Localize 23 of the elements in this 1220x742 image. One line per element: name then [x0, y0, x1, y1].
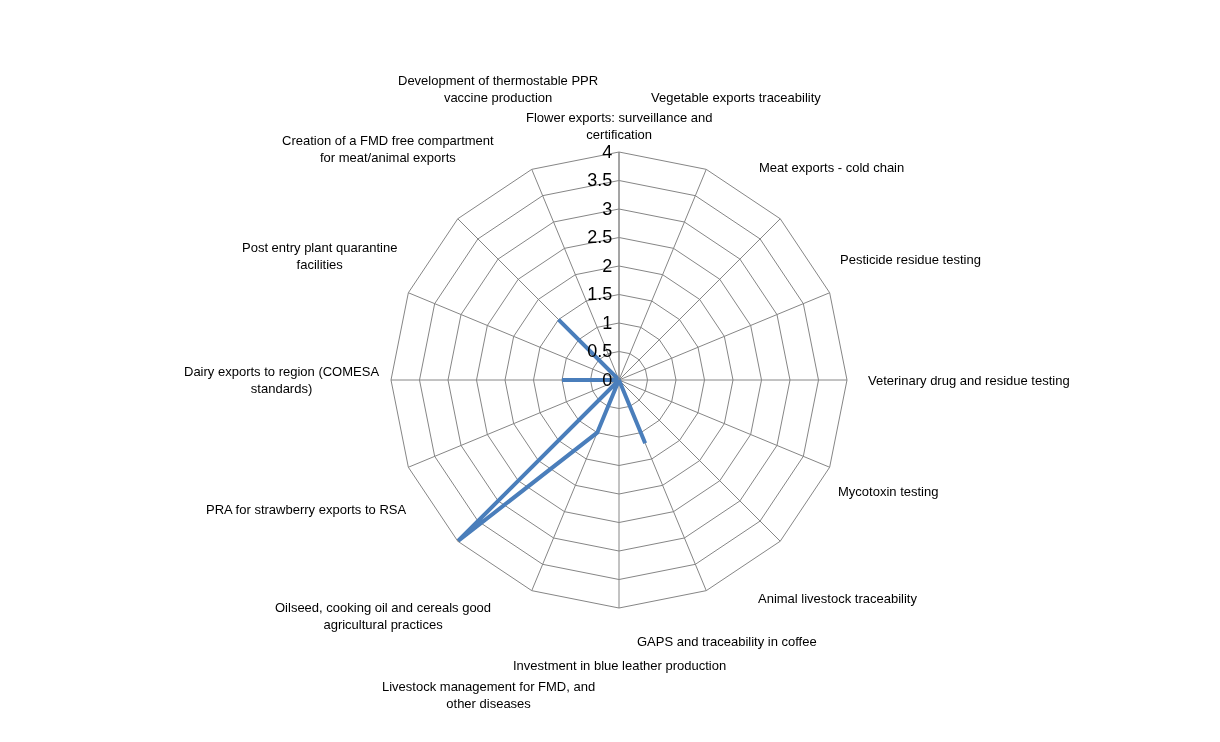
- spoke-label: Veterinary drug and residue testing: [868, 373, 1070, 388]
- spoke-label: PRA for strawberry exports to RSA: [206, 502, 407, 517]
- y-tick-label: 2: [602, 255, 613, 276]
- spoke-label: Animal livestock traceability: [758, 591, 918, 606]
- spoke-label: Oilseed, cooking oil and cereals good agricultural practices: [275, 600, 492, 632]
- spoke-label: Flower exports: surveillance and certification: [526, 110, 713, 142]
- y-tick-label: 3.5: [587, 170, 613, 191]
- spoke-label: Pesticide residue testing: [840, 252, 981, 267]
- spoke-label: GAPS and traceability in coffee: [637, 634, 817, 649]
- spoke-label: Livestock management for FMD, and other diseases: [382, 679, 596, 711]
- y-tick-label: 1.5: [587, 284, 613, 305]
- y-tick-label: 3: [602, 198, 613, 219]
- spoke-label: Development of thermostable PPR vaccine production: [398, 73, 599, 105]
- spoke-label: Investment in blue leather production: [513, 658, 727, 673]
- spoke-label: Mycotoxin testing: [838, 484, 939, 499]
- spoke-label: Creation of a FMD free compartment for meat/animal exports: [282, 133, 495, 165]
- spoke-label: Dairy exports to region (COMESA standards): [184, 364, 380, 396]
- y-tick-label: 1: [602, 312, 613, 333]
- y-tick-label: 2.5: [587, 227, 613, 248]
- spoke-label: Meat exports - cold chain: [759, 160, 905, 175]
- y-tick-label: 4: [602, 141, 613, 162]
- spoke-label: Vegetable exports traceability: [651, 90, 822, 105]
- spoke-label: Post entry plant quarantine facilities: [242, 240, 398, 272]
